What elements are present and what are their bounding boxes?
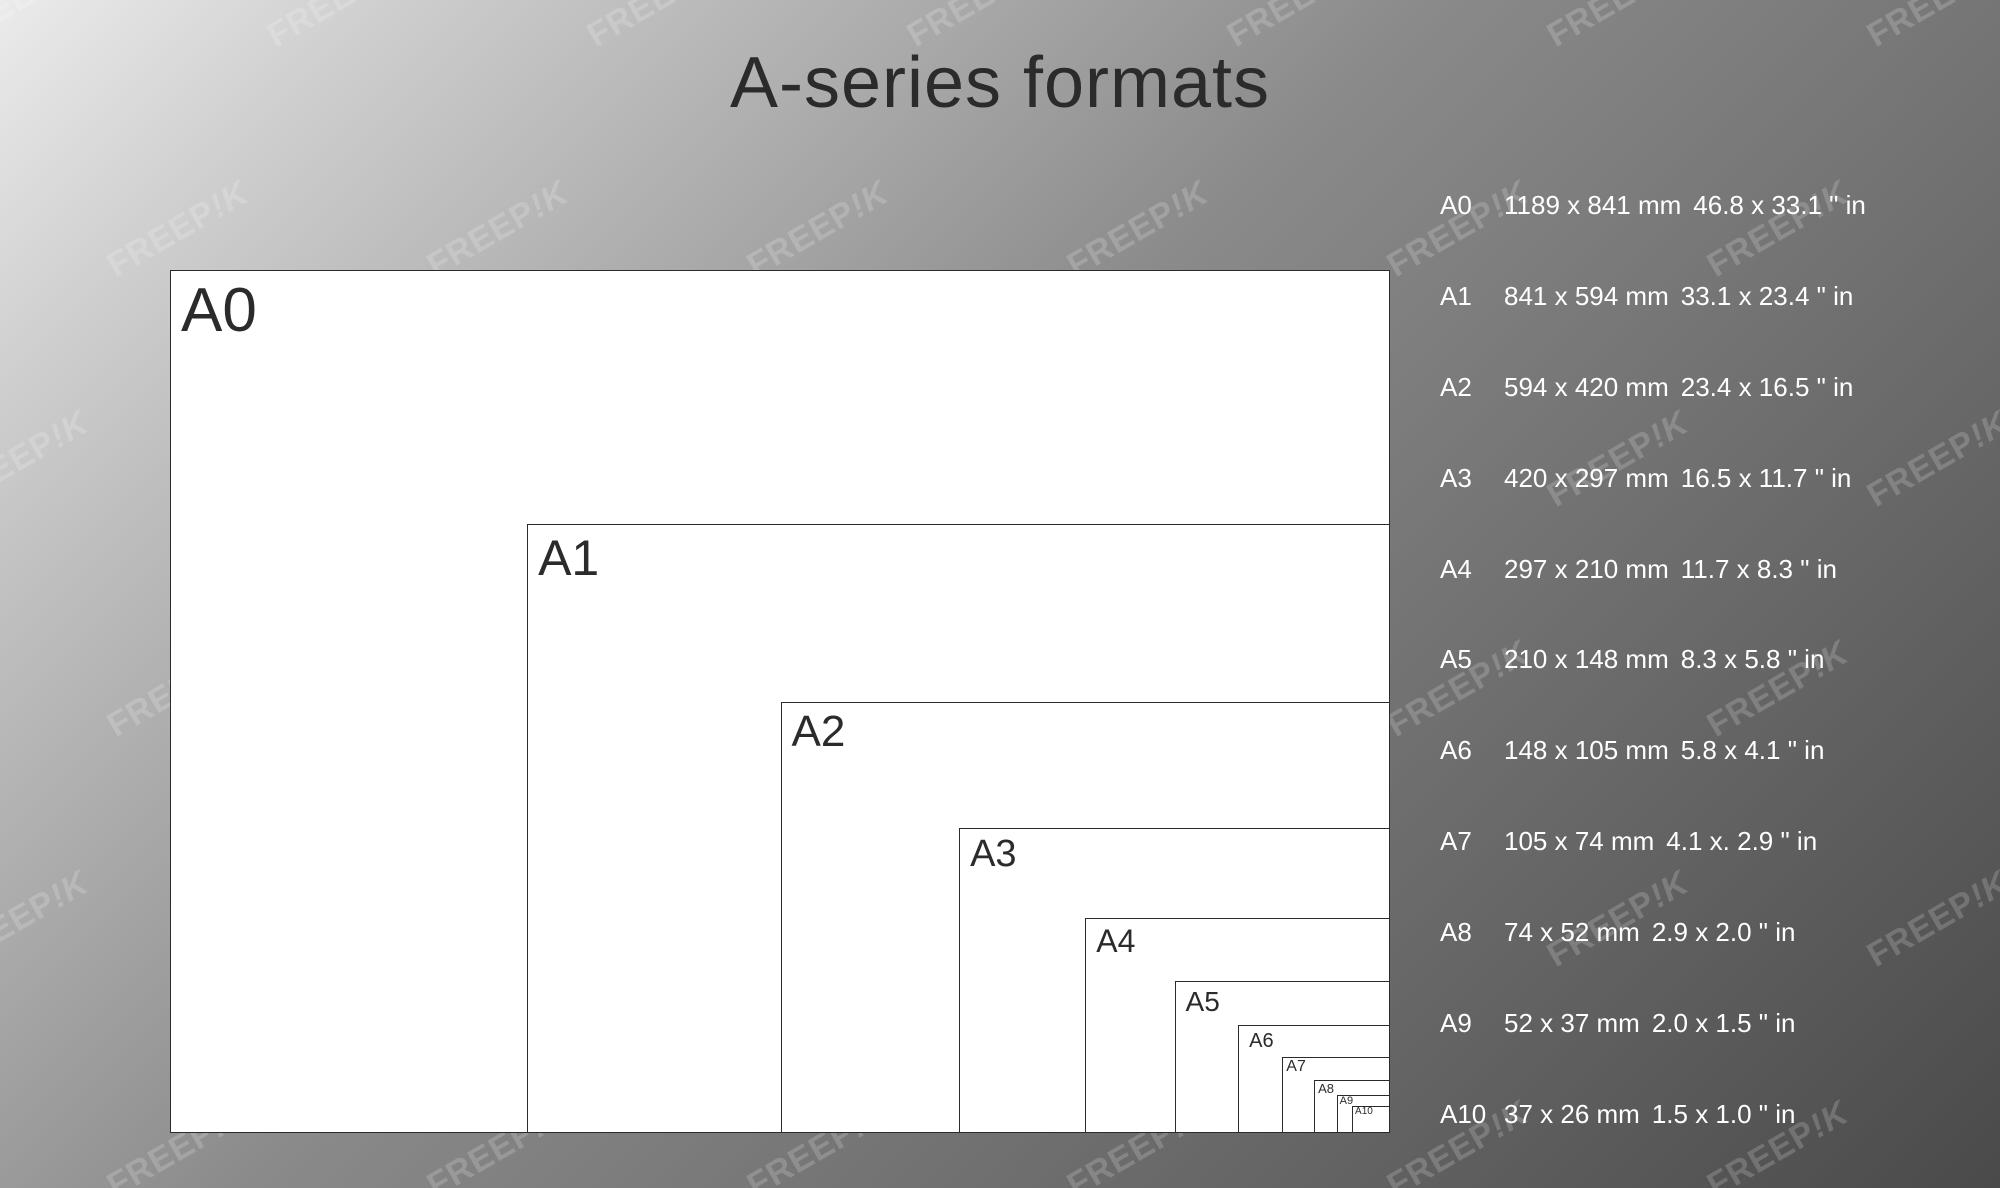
legend-name: A3 <box>1440 463 1504 494</box>
legend-name: A10 <box>1440 1099 1504 1130</box>
legend-row-a6: A6148 x 105 mm 5.8 x 4.1 " in <box>1440 735 1960 766</box>
legend-mm: 37 x 26 mm <box>1504 1099 1640 1130</box>
paper-a10: A10 <box>1352 1106 1390 1133</box>
paper-size-diagram: A0 A1 A2 A3 A4 A5 A6 A7 A8 A9A10 <box>170 170 1390 1133</box>
paper-label-a0: A0 <box>181 275 257 346</box>
legend-inches: 5.8 x 4.1 " in <box>1681 735 1825 766</box>
legend-row-a9: A952 x 37 mm 2.0 x 1.5 " in <box>1440 1008 1960 1039</box>
paper-label-a6: A6 <box>1249 1030 1273 1053</box>
legend-inches: 33.1 x 23.4 " in <box>1681 281 1854 312</box>
paper-label-a7: A7 <box>1286 1058 1306 1076</box>
paper-label-a9: A9 <box>1340 1095 1353 1107</box>
legend-name: A9 <box>1440 1008 1504 1039</box>
watermark-suffix: !K <box>43 404 95 456</box>
legend-mm: 210 x 148 mm <box>1504 644 1669 675</box>
legend-row-a8: A874 x 52 mm 2.9 x 2.0 " in <box>1440 917 1960 948</box>
paper-label-a5: A5 <box>1186 986 1220 1018</box>
legend-name: A0 <box>1440 190 1504 221</box>
watermark-text: FREEP!K <box>0 864 96 976</box>
legend-inches: 11.7 x 8.3 " in <box>1681 554 1837 585</box>
legend-mm: 52 x 37 mm <box>1504 1008 1640 1039</box>
watermark-suffix: !K <box>1963 864 2000 916</box>
legend-mm: 841 x 594 mm <box>1504 281 1669 312</box>
stage: A-series formats A0A1A2A3A4A5A6A7A8A9A10… <box>0 0 2000 1188</box>
legend-mm: 105 x 74 mm <box>1504 826 1654 857</box>
legend-inches: 23.4 x 16.5 " in <box>1681 372 1854 403</box>
legend-name: A6 <box>1440 735 1504 766</box>
legend-name: A7 <box>1440 826 1504 857</box>
legend-mm: 420 x 297 mm <box>1504 463 1669 494</box>
legend-name: A1 <box>1440 281 1504 312</box>
legend-row-a2: A2594 x 420 mm 23.4 x 16.5 " in <box>1440 372 1960 403</box>
legend-mm: 594 x 420 mm <box>1504 372 1669 403</box>
legend-inches: 2.9 x 2.0 " in <box>1652 917 1796 948</box>
paper-label-a4: A4 <box>1096 923 1135 960</box>
watermark-main: FREEP <box>0 882 62 974</box>
watermark-suffix: !K <box>43 864 95 916</box>
legend-inches: 46.8 x 33.1 " in <box>1693 190 1866 221</box>
legend-row-a3: A3420 x 297 mm 16.5 x 11.7 " in <box>1440 463 1960 494</box>
legend-inches: 8.3 x 5.8 " in <box>1681 644 1825 675</box>
legend-row-a7: A7105 x 74 mm 4.1 x. 2.9 " in <box>1440 826 1960 857</box>
watermark-text: FREEP!K <box>0 404 96 516</box>
size-legend: A01189 x 841 mm 46.8 x 33.1 " in A1841 x 5… <box>1440 190 1960 1130</box>
legend-name: A2 <box>1440 372 1504 403</box>
legend-inches: 4.1 x. 2.9 " in <box>1666 826 1817 857</box>
paper-label-a1: A1 <box>538 529 599 587</box>
paper-label-a3: A3 <box>970 833 1016 876</box>
paper-label-a10: A10 <box>1355 1106 1373 1117</box>
legend-inches: 1.5 x 1.0 " in <box>1652 1099 1796 1130</box>
watermark-suffix: !K <box>1963 404 2000 456</box>
legend-name: A4 <box>1440 554 1504 585</box>
paper-label-a8: A8 <box>1318 1081 1334 1096</box>
watermark-main: FREEP <box>0 422 62 514</box>
legend-row-a5: A5210 x 148 mm 8.3 x 5.8 " in <box>1440 644 1960 675</box>
legend-inches: 2.0 x 1.5 " in <box>1652 1008 1796 1039</box>
page-title: A-series formats <box>0 42 2000 124</box>
legend-mm: 297 x 210 mm <box>1504 554 1669 585</box>
legend-inches: 16.5 x 11.7 " in <box>1681 463 1852 494</box>
legend-row-a10: A1037 x 26 mm 1.5 x 1.0 " in <box>1440 1099 1960 1130</box>
legend-row-a1: A1841 x 594 mm 33.1 x 23.4 " in <box>1440 281 1960 312</box>
legend-row-a4: A4297 x 210 mm 11.7 x 8.3 " in <box>1440 554 1960 585</box>
legend-name: A5 <box>1440 644 1504 675</box>
legend-mm: 74 x 52 mm <box>1504 917 1640 948</box>
legend-row-a0: A01189 x 841 mm 46.8 x 33.1 " in <box>1440 190 1960 221</box>
legend-mm: 1189 x 841 mm <box>1504 190 1681 221</box>
paper-label-a2: A2 <box>792 707 846 757</box>
legend-mm: 148 x 105 mm <box>1504 735 1669 766</box>
legend-name: A8 <box>1440 917 1504 948</box>
